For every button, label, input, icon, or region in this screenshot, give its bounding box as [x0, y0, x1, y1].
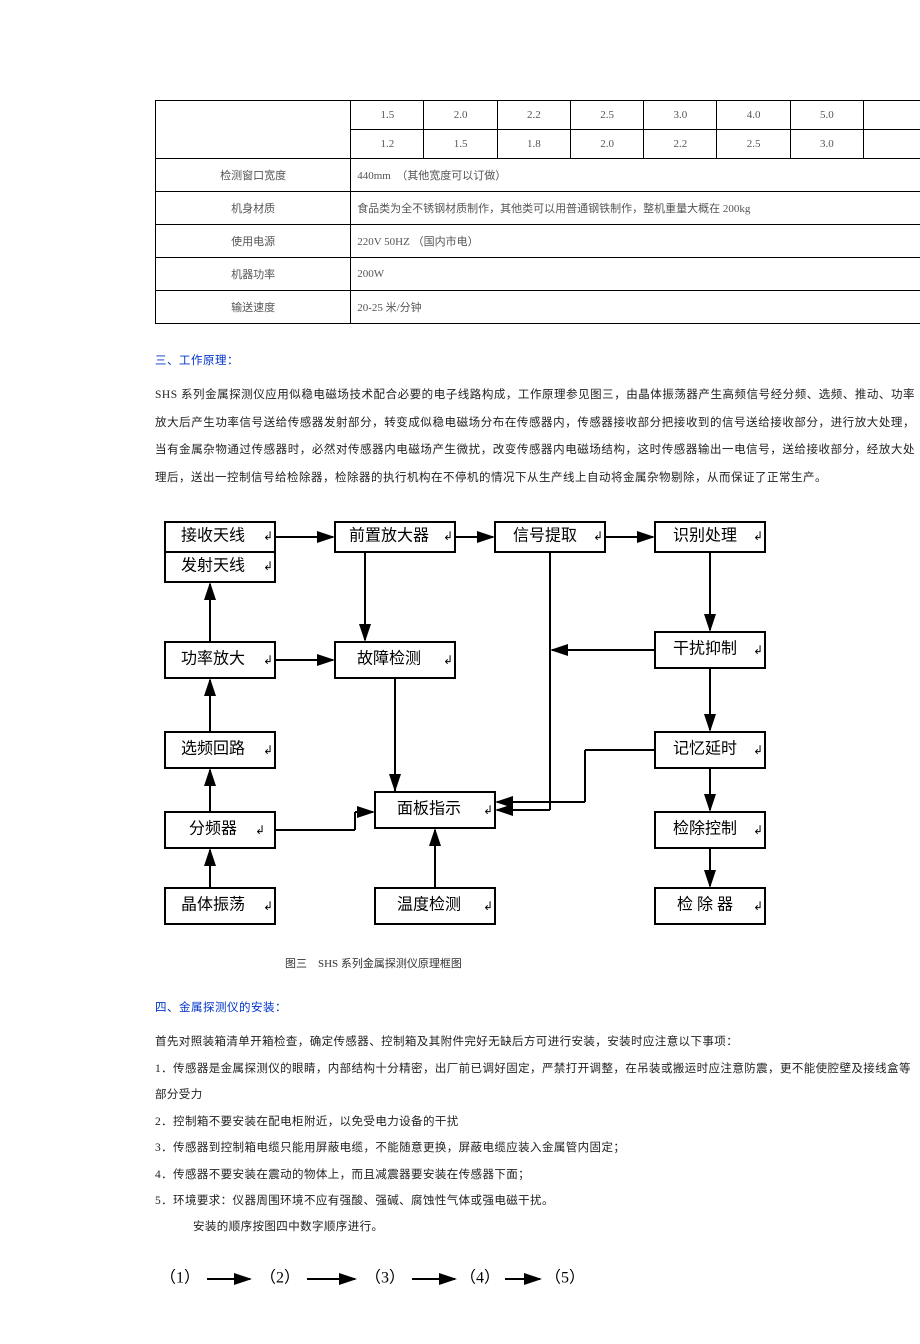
row-label: 检测窗口宽度 — [156, 159, 351, 192]
seq-5: （5） — [545, 1269, 585, 1287]
list-item: 3．传感器到控制箱电缆只能用屏蔽电缆，不能随意更换，屏蔽电缆应装入金属管内固定； — [155, 1135, 915, 1161]
seq-1: （1） — [160, 1269, 200, 1287]
section3-title: 三、工作原理： — [155, 352, 920, 368]
node-rx: 接收天线 — [181, 527, 245, 545]
row-label: 机器功率 — [156, 258, 351, 291]
empty-label — [156, 101, 351, 159]
row-value: 220V 50HZ （国内市电） — [351, 225, 920, 258]
row-value: 200W — [351, 258, 920, 291]
cell: 3.0 — [644, 101, 717, 130]
list-item: 4．传感器不要安装在震动的物体上，而且减震器要安装在传感器下面； — [155, 1162, 915, 1188]
list-item: 2．控制箱不要安装在配电柜附近，以免受电力设备的干扰 — [155, 1109, 915, 1135]
table-row: 输送速度 20-25 米/分钟 — [156, 291, 920, 324]
table-row: 机器功率 200W — [156, 258, 920, 291]
svg-text:↲: ↲ — [753, 823, 763, 837]
cell: 2.5 — [717, 130, 790, 159]
cell-open — [863, 130, 920, 159]
node-sig: 信号提取 — [513, 527, 577, 545]
node-mem: 记忆延时 — [673, 740, 737, 758]
node-sel: 选频回路 — [181, 740, 245, 758]
row-label: 输送速度 — [156, 291, 351, 324]
row-value: 20-25 米/分钟 — [351, 291, 920, 324]
spec-table: 1.5 2.0 2.2 2.5 3.0 4.0 5.0 1.2 1.5 1.8 … — [155, 100, 920, 324]
node-temp: 温度检测 — [397, 896, 461, 914]
sequence-diagram: （1） （2） （3） （4） （5） — [155, 1259, 920, 1304]
seq-3: （3） — [365, 1269, 405, 1287]
svg-text:↲: ↲ — [263, 743, 273, 757]
svg-text:↲: ↲ — [255, 823, 265, 837]
cell: 3.0 — [790, 130, 863, 159]
node-tx: 发射天线 — [181, 557, 245, 575]
node-chk: 检 除 器 — [677, 896, 733, 914]
list-sub: 安装的顺序按图四中数字顺序进行。 — [193, 1214, 920, 1240]
cell: 5.0 — [790, 101, 863, 130]
svg-text:↲: ↲ — [483, 899, 493, 913]
svg-text:↲: ↲ — [483, 803, 493, 817]
cell: 2.0 — [424, 101, 497, 130]
svg-text:↲: ↲ — [753, 643, 763, 657]
seq-2: （2） — [260, 1269, 300, 1287]
cell: 1.8 — [497, 130, 570, 159]
page-root: 1.5 2.0 2.2 2.5 3.0 4.0 5.0 1.2 1.5 1.8 … — [0, 0, 920, 1344]
cell: 2.5 — [570, 101, 643, 130]
cell: 1.5 — [424, 130, 497, 159]
cell: 4.0 — [717, 101, 790, 130]
cell: 2.2 — [644, 130, 717, 159]
node-rej: 检除控制 — [673, 820, 737, 838]
row-label: 机身材质 — [156, 192, 351, 225]
row-value: 440mm （其他宽度可以订做） — [351, 159, 920, 192]
svg-text:↲: ↲ — [263, 899, 273, 913]
seq-4: （4） — [460, 1269, 500, 1287]
row-label: 使用电源 — [156, 225, 351, 258]
svg-text:↲: ↲ — [443, 529, 453, 543]
node-panel: 面板指示 — [397, 800, 461, 818]
cell: 2.2 — [497, 101, 570, 130]
table-row: 使用电源 220V 50HZ （国内市电） — [156, 225, 920, 258]
node-rec: 识别处理 — [673, 527, 737, 545]
table-row: 1.5 2.0 2.2 2.5 3.0 4.0 5.0 — [156, 101, 920, 130]
svg-text:↲: ↲ — [753, 743, 763, 757]
svg-text:↲: ↲ — [443, 653, 453, 667]
svg-text:↲: ↲ — [593, 529, 603, 543]
node-osc: 晶体振荡 — [181, 896, 245, 914]
section4-intro: 首先对照装箱清单开箱检查，确定传感器、控制箱及其附件完好无缺后方可进行安装，安装… — [155, 1029, 915, 1055]
node-intf: 干扰抑制 — [673, 640, 737, 658]
table-row: 机身材质 食品类为全不锈钢材质制作，其他类可以用普通钢铁制作，整机重量大概在 2… — [156, 192, 920, 225]
svg-text:↲: ↲ — [263, 653, 273, 667]
section3-para: SHS 系列金属探测仪应用似稳电磁场技术配合必要的电子线路构成，工作原理参见图三… — [155, 382, 915, 492]
cell: 2.0 — [570, 130, 643, 159]
svg-text:↲: ↲ — [263, 529, 273, 543]
cell: 1.2 — [351, 130, 424, 159]
svg-text:↲: ↲ — [753, 899, 763, 913]
table-row: 检测窗口宽度 440mm （其他宽度可以订做） — [156, 159, 920, 192]
section4-title: 四、金属探测仪的安装： — [155, 999, 920, 1015]
diagram-caption: 图三 SHS 系列金属探测仪原理框图 — [285, 955, 920, 971]
block-diagram: 接收天线 ↲ 发射天线 ↲ 功率放大 ↲ 选频回路 ↲ 分频器 ↲ 晶体振荡 ↲ 前置放大器… — [155, 512, 775, 937]
list-item: 5．环境要求：仪器周围环境不应有强酸、强碱、腐蚀性气体或强电磁干扰。 — [155, 1188, 915, 1214]
svg-text:↲: ↲ — [263, 559, 273, 573]
row-value: 食品类为全不锈钢材质制作，其他类可以用普通钢铁制作，整机重量大概在 200kg — [351, 192, 920, 225]
node-fault: 故障检测 — [357, 650, 421, 668]
svg-text:↲: ↲ — [753, 529, 763, 543]
cell: 1.5 — [351, 101, 424, 130]
node-div: 分频器 — [189, 820, 237, 838]
list-item: 1．传感器是金属探测仪的眼睛，内部结构十分精密，出厂前已调好固定，严禁打开调整，… — [155, 1056, 915, 1109]
cell-open — [863, 101, 920, 130]
node-pre: 前置放大器 — [349, 527, 429, 545]
diagram-svg: 接收天线 ↲ 发射天线 ↲ 功率放大 ↲ 选频回路 ↲ 分频器 ↲ 晶体振荡 ↲ 前置放大器… — [155, 512, 775, 932]
node-amp: 功率放大 — [181, 650, 245, 668]
